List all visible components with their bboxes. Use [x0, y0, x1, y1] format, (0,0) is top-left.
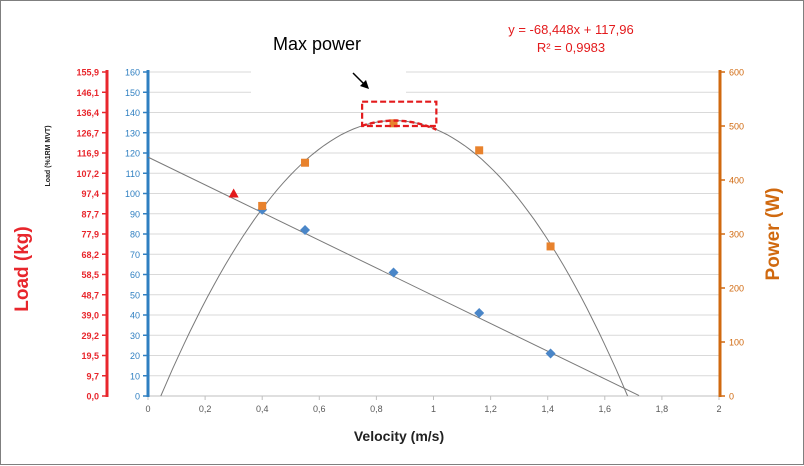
power-trend-curve: [160, 120, 629, 397]
x-tick-label: 1,2: [484, 404, 497, 414]
load-kg-tick-label: 77,9: [81, 230, 99, 240]
power-tick-label: 100: [729, 338, 744, 348]
power-tick-label: 500: [729, 122, 744, 132]
load-pct-tick-label: 50: [130, 290, 140, 300]
load-point: [388, 267, 399, 278]
load-kg-tick-label: 48,7: [81, 290, 99, 300]
load-kg-tick-label: 87,7: [81, 209, 99, 219]
load-pct-tick-label: 60: [130, 270, 140, 280]
load-pct-tick-label: 110: [126, 169, 140, 179]
power-point: [475, 146, 484, 155]
data-points: [228, 119, 556, 359]
fit-lines: [147, 120, 640, 397]
load-kg-tick-labels: 0,0 9,7 19,5 29,2 39,0 48,7 58,5 68,2 77,9 87,7 97…: [76, 68, 107, 402]
load-pct-axis-title: Load (%1RM MVT): [45, 125, 52, 186]
x-tick-label: 0,8: [370, 404, 383, 414]
load-kg-axis-title: Load (kg): [12, 226, 33, 312]
load-kg-tick-label: 146,1: [76, 88, 99, 98]
x-tick-label: 0,4: [256, 404, 269, 414]
x-tick-label: 1,6: [599, 404, 612, 414]
power-tick-label: 400: [729, 176, 744, 186]
load-kg-tick-label: 0,0: [86, 392, 99, 402]
load-pct-tick-label: 90: [130, 209, 140, 219]
x-tick-label: 1: [431, 404, 436, 414]
load-pct-tick-label: 130: [125, 128, 140, 138]
load-kg-tick-label: 107,2: [76, 169, 99, 179]
load-pct-tick-label: 10: [130, 371, 140, 381]
power-tick-label: 600: [729, 68, 744, 78]
load-kg-tick-label: 97,4: [81, 189, 99, 199]
load-kg-tick-label: 126,7: [76, 128, 99, 138]
max-power-arrowhead: [360, 80, 369, 89]
x-axis-title: Velocity (m/s): [354, 428, 444, 444]
load-kg-tick-label: 39,0: [81, 311, 99, 321]
max-power-label: Max power: [273, 34, 361, 54]
load-pct-tick-label: 40: [130, 311, 140, 321]
equation-label: y = -68,448x + 117,96: [508, 22, 634, 37]
x-tick-label: 0: [145, 404, 150, 414]
load-pct-tick-label: 140: [125, 108, 140, 118]
annotations: Max power y = -68,448x + 117,96 R² = 0,9…: [273, 22, 634, 131]
load-kg-tick-label: 136,4: [76, 108, 99, 118]
power-tick-label: 0: [729, 392, 734, 402]
power-point: [301, 158, 310, 167]
power-axis-title: Power (W): [763, 188, 784, 281]
load-pct-tick-label: 160: [125, 68, 140, 78]
power-point: [258, 201, 267, 210]
x-tick-labels: 0 0,2 0,4 0,6 0,8 1 1,2 1,4 1,6 1,8 2: [145, 396, 722, 414]
load-pct-tick-labels: 0 10 20 30 40 50 60 70 80 90 100 110 120 130 140 150 160: [125, 68, 148, 402]
r-squared-label: R² = 0,9983: [537, 40, 605, 55]
load-point: [300, 224, 311, 235]
load-kg-tick-label: 19,5: [81, 351, 99, 361]
gridlines: [148, 71, 719, 377]
axis-lines: [105, 70, 722, 397]
load-kg-tick-label: 68,2: [81, 250, 99, 260]
load-point: [545, 348, 556, 359]
x-tick-label: 0,6: [313, 404, 326, 414]
load-pct-tick-label: 120: [125, 149, 140, 159]
power-point: [389, 119, 398, 128]
load-pct-tick-label: 20: [130, 351, 140, 361]
one-rep-max-point: [228, 188, 239, 198]
x-tick-label: 2: [716, 404, 721, 414]
load-kg-tick-label: 58,5: [81, 270, 99, 280]
x-tick-label: 0,2: [199, 404, 212, 414]
power-point: [546, 242, 555, 251]
load-pct-tick-label: 70: [130, 250, 140, 260]
load-kg-tick-label: 116,9: [77, 149, 99, 159]
max-power-box: [361, 100, 438, 128]
load-pct-tick-label: 80: [130, 230, 140, 240]
load-kg-tick-label: 9,7: [86, 371, 99, 381]
x-tick-label: 1,4: [541, 404, 554, 414]
x-tick-label: 1,8: [656, 404, 669, 414]
power-tick-label: 300: [729, 230, 744, 240]
power-tick-label: 200: [729, 284, 744, 294]
power-tick-labels: 0 100 200 300 400 500 600: [720, 68, 744, 402]
load-pct-tick-label: 150: [125, 88, 140, 98]
load-pct-tick-label: 0: [135, 392, 140, 402]
load-point: [474, 307, 485, 318]
load-kg-tick-label: 29,2: [81, 331, 99, 341]
max-power-curve-highlight: [361, 119, 437, 131]
load-pct-tick-label: 30: [130, 331, 140, 341]
load-pct-tick-label: 100: [125, 189, 140, 199]
load-kg-tick-label: 155,9: [76, 68, 99, 78]
